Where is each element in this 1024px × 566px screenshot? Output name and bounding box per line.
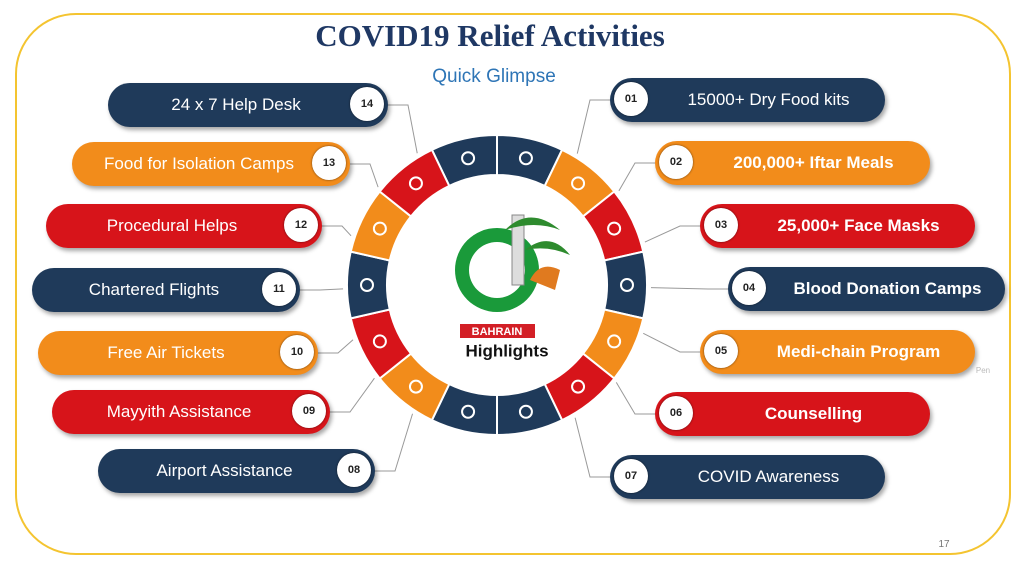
- connector: [330, 377, 375, 413]
- segment-icon: [461, 151, 476, 166]
- connector: [350, 163, 379, 188]
- item-pill: 02 200,000+ Iftar Meals: [655, 141, 930, 185]
- page-number: 17: [938, 539, 950, 550]
- item-label: Procedural Helps: [106, 216, 238, 235]
- item-number: 09: [292, 394, 326, 428]
- item-number: 07: [614, 459, 648, 493]
- center-label: Highlights: [465, 341, 548, 360]
- item-number: 06: [659, 396, 693, 430]
- item-label: Mayyith Assistance: [106, 402, 252, 421]
- item-pill: 03 25,000+ Face Masks: [700, 204, 975, 248]
- item-number: 04: [732, 271, 766, 305]
- item-pill: 07 COVID Awareness: [610, 455, 885, 499]
- connector: [300, 288, 344, 291]
- segment-icon: [372, 334, 387, 349]
- item-pill: 08 Airport Assistance: [98, 449, 375, 493]
- item-number: 02: [659, 145, 693, 179]
- item-number: 05: [704, 334, 738, 368]
- item-number: 13: [312, 146, 346, 180]
- item-label: Blood Donation Camps: [793, 279, 982, 298]
- item-pill: 12 Procedural Helps: [46, 204, 322, 248]
- item-label: Counselling: [764, 404, 863, 423]
- item-number: 01: [614, 82, 648, 116]
- segment-icon: [607, 221, 622, 236]
- logo: [455, 214, 570, 338]
- item-label: Food for Isolation Camps: [104, 154, 294, 173]
- item-number: 14: [350, 87, 384, 121]
- item-number: 11: [262, 272, 296, 306]
- segment-icon: [408, 379, 423, 394]
- item-pill: 10 Free Air Tickets: [38, 331, 318, 375]
- watermark: Pen: [976, 366, 990, 375]
- segment-icon: [461, 404, 476, 419]
- item-number: 03: [704, 208, 738, 242]
- connector: [318, 339, 354, 354]
- segment-icon: [518, 404, 533, 419]
- segment-icon: [372, 221, 387, 236]
- item-pill: 09 Mayyith Assistance: [52, 390, 330, 434]
- ring-segment: [603, 250, 648, 320]
- item-label: Chartered Flights: [88, 280, 220, 299]
- segment-icon: [518, 151, 533, 166]
- item-label: COVID Awareness: [697, 467, 840, 486]
- item-label: Airport Assistance: [156, 461, 293, 480]
- segment-icon: [571, 176, 586, 191]
- item-label: 24 x 7 Help Desk: [171, 95, 301, 114]
- connector: [388, 104, 418, 154]
- segment-icon: [620, 278, 634, 292]
- segment-icon: [607, 334, 622, 349]
- connector: [618, 162, 655, 192]
- connector: [322, 225, 352, 237]
- item-pill: 05 Medi-chain Program: [700, 330, 975, 374]
- connector: [644, 225, 700, 243]
- connector: [574, 417, 610, 478]
- connector: [375, 413, 414, 472]
- connector: [650, 287, 728, 290]
- item-pill: 14 24 x 7 Help Desk: [108, 83, 388, 127]
- item-label: 15000+ Dry Food kits: [687, 90, 850, 109]
- frame: [15, 13, 1011, 555]
- item-pill: 11 Chartered Flights: [32, 268, 300, 312]
- segment-icon: [360, 278, 374, 292]
- subtitle: Quick Glimpse: [432, 66, 556, 87]
- title: COVID19 Relief Activities: [315, 18, 665, 53]
- item-number: 10: [280, 335, 314, 369]
- item-number: 08: [337, 453, 371, 487]
- ring-segment: [378, 148, 451, 218]
- connector: [643, 332, 700, 353]
- item-label: Medi-chain Program: [776, 342, 941, 361]
- item-number: 12: [284, 208, 318, 242]
- item-label: 25,000+ Face Masks: [777, 216, 940, 235]
- item-label: 200,000+ Iftar Meals: [733, 153, 894, 172]
- item-pill: 06 Counselling: [655, 392, 930, 436]
- segment-icon: [408, 176, 423, 191]
- segment-icon: [571, 379, 586, 394]
- item-pill: 04 Blood Donation Camps: [728, 267, 1005, 311]
- ring-segment: [346, 250, 391, 320]
- item-pill: 13 Food for Isolation Camps: [72, 142, 350, 186]
- item-pill: 01 15000+ Dry Food kits: [610, 78, 885, 122]
- badge: BAHRAIN: [472, 326, 523, 338]
- connector: [615, 382, 655, 415]
- item-label: Free Air Tickets: [107, 343, 225, 362]
- connector: [576, 99, 610, 154]
